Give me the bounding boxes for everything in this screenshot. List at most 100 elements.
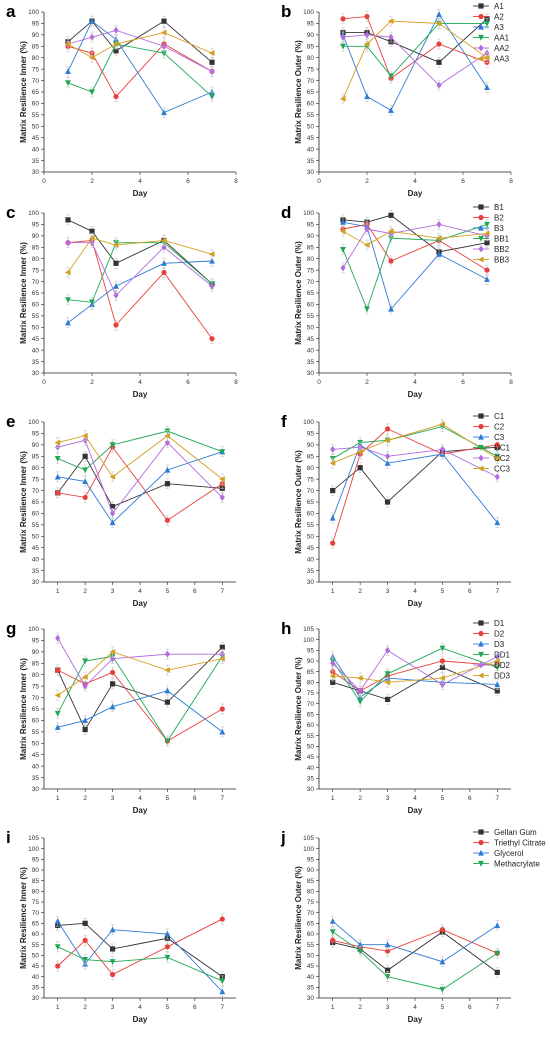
x-axis-title: Day (408, 390, 423, 399)
data-point (109, 503, 116, 510)
x-tick-label: 3 (111, 588, 115, 595)
data-point (484, 276, 490, 282)
legend-marker (477, 256, 484, 263)
series-line (332, 656, 498, 698)
data-point (112, 41, 119, 47)
x-tick-label: 0 (317, 178, 321, 185)
legend-marker (478, 620, 484, 626)
data-point (439, 645, 446, 652)
data-point (494, 658, 500, 664)
data-point (219, 706, 225, 712)
y-tick-label: 80 (307, 680, 315, 687)
series-cc3 (329, 418, 500, 469)
legend-label: BB1 (494, 234, 510, 243)
x-tick-label: 5 (441, 795, 445, 802)
series-line (57, 655, 223, 742)
data-point (364, 225, 370, 233)
y-tick-label: 55 (32, 112, 40, 119)
legend-label: C2 (494, 422, 505, 431)
y-tick-label: 45 (307, 754, 315, 761)
data-point (340, 16, 346, 22)
data-point (65, 239, 71, 247)
data-point (356, 675, 363, 681)
data-point (436, 250, 442, 257)
y-tick-label: 60 (32, 302, 40, 309)
data-point (340, 33, 346, 41)
series-line (342, 224, 488, 311)
x-tick-label: 4 (138, 795, 142, 802)
y-tick-label: 65 (307, 712, 315, 719)
data-point (54, 918, 61, 924)
legend-label: DD3 (494, 671, 511, 680)
panel-letter: f (281, 412, 287, 431)
data-point (387, 18, 394, 25)
x-tick-label: 4 (413, 1004, 417, 1011)
y-tick-label: 65 (32, 499, 40, 506)
data-point (384, 671, 391, 677)
data-point (82, 717, 89, 724)
series-aa3 (64, 27, 215, 64)
legend-marker (477, 465, 484, 472)
data-point (219, 494, 225, 501)
data-point (109, 669, 116, 676)
data-point (113, 48, 119, 54)
legend-marker (478, 630, 484, 637)
y-tick-label: 60 (307, 722, 315, 729)
data-point (54, 944, 61, 950)
data-point (54, 439, 61, 446)
data-point (384, 974, 391, 980)
data-point (484, 84, 490, 91)
data-point (82, 920, 88, 926)
y-tick-label: 75 (307, 690, 315, 697)
legend-label: CC3 (494, 464, 511, 473)
y-tick-label: 85 (307, 878, 315, 885)
data-point (209, 336, 215, 342)
y-tick-label: 70 (307, 701, 315, 708)
data-point (164, 738, 171, 745)
data-point (219, 728, 226, 735)
y-tick-label: 65 (32, 706, 40, 713)
series-line (57, 646, 223, 731)
y-tick-label: 95 (307, 857, 315, 864)
y-tick-label: 100 (28, 419, 39, 426)
data-point (357, 698, 364, 705)
legend-label: B3 (494, 224, 504, 233)
data-point (161, 109, 167, 116)
x-tick-label: 2 (365, 379, 369, 386)
data-point (109, 959, 116, 965)
y-tick-label: 60 (32, 101, 40, 108)
y-tick-label: 75 (307, 66, 315, 73)
data-point (436, 81, 442, 89)
x-tick-label: 2 (365, 178, 369, 185)
x-axis-title: Day (133, 599, 148, 608)
y-tick-label: 40 (307, 974, 315, 981)
legend-label: Methacrylate (494, 859, 540, 868)
legend-marker (478, 829, 484, 835)
data-point (109, 681, 116, 687)
data-point (109, 442, 116, 449)
y-tick-label: 70 (32, 279, 40, 286)
data-point (484, 221, 490, 228)
legend-label: A1 (494, 2, 504, 11)
series-dd3 (329, 655, 500, 688)
series-cc2 (330, 441, 500, 483)
data-point (219, 449, 226, 455)
x-tick-label: 2 (83, 1004, 87, 1011)
y-tick-label: 90 (32, 233, 40, 240)
y-tick-label: 40 (32, 556, 40, 563)
series-gellan-gum (330, 926, 500, 978)
data-point (160, 237, 167, 244)
x-tick-label: 0 (317, 379, 321, 386)
legend-label: Gellan Gum (494, 828, 537, 837)
legend-label: B1 (494, 203, 504, 212)
y-tick-label: 105 (28, 835, 39, 842)
x-tick-label: 1 (56, 588, 60, 595)
y-tick-label: 50 (32, 123, 40, 130)
data-point (82, 937, 88, 943)
x-tick-label: 5 (166, 795, 170, 802)
legend-marker (477, 672, 484, 679)
x-tick-label: 0 (42, 379, 46, 386)
data-point (109, 926, 116, 933)
y-axis-title: Matrix Resilience Outer (%) (294, 866, 303, 970)
